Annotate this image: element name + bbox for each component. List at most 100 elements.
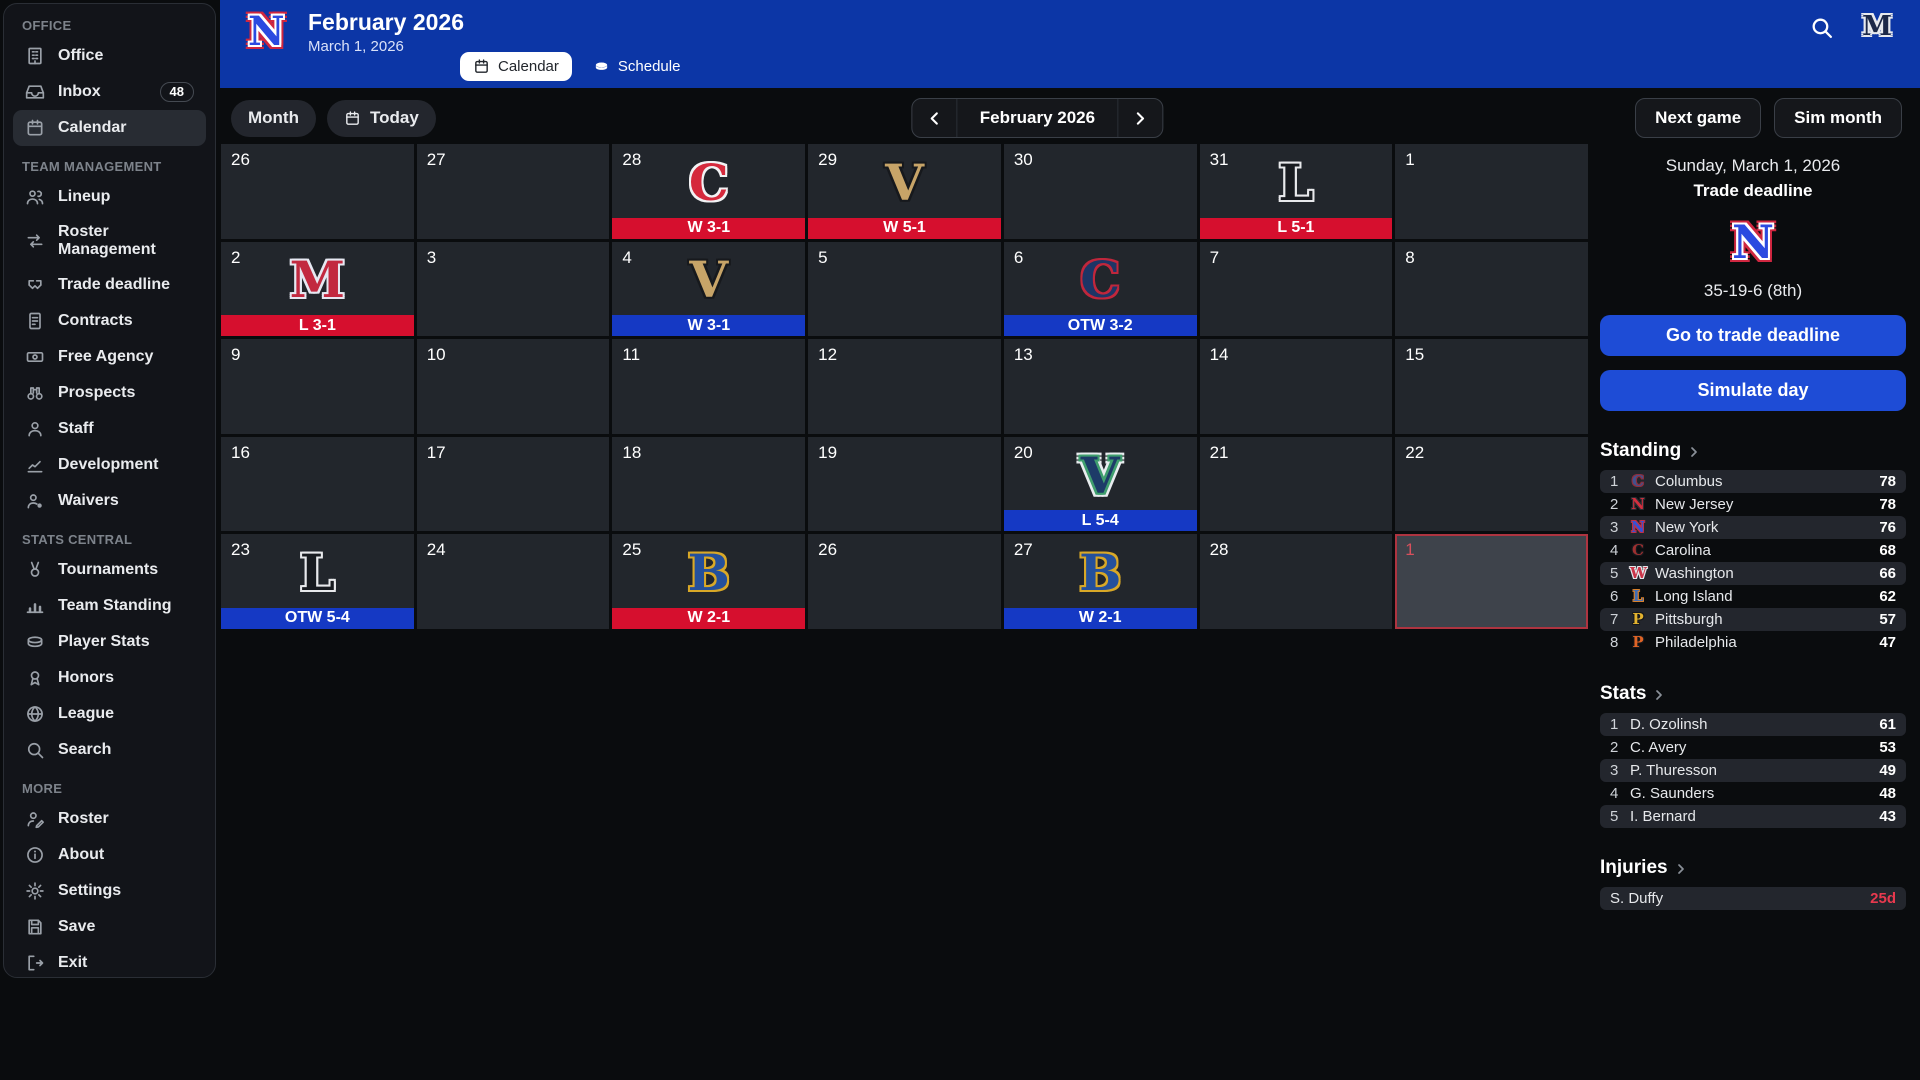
calendar-day-cell[interactable]: 26 [221, 144, 414, 239]
standing-row[interactable]: 3 N New York 76 [1600, 516, 1906, 539]
sidebar-item-player-stats[interactable]: Player Stats [13, 624, 206, 660]
calendar-day-cell[interactable]: 22 [1395, 436, 1588, 532]
sidebar-item-search[interactable]: Search [13, 732, 206, 768]
calendar-day-cell[interactable]: 17 [416, 436, 610, 532]
standing-row[interactable]: 2 N New Jersey 78 [1600, 493, 1906, 516]
sim-month-button[interactable]: Sim month [1774, 98, 1902, 138]
stat-row[interactable]: 1 D. Ozolinsh 61 [1600, 713, 1906, 736]
calendar-day-cell[interactable]: 31 L L 5-1 [1199, 144, 1393, 239]
sidebar-item-calendar[interactable]: Calendar [13, 110, 206, 146]
sidebar-item-tournaments[interactable]: Tournaments [13, 552, 206, 588]
calendar-day-cell[interactable]: 20 V L 5-4 [1003, 436, 1197, 532]
calendar-day-cell[interactable]: 13 [1003, 339, 1197, 434]
calendar-day-cell[interactable]: 23 L OTW 5-4 [221, 534, 414, 629]
search-icon[interactable] [1809, 15, 1834, 40]
sidebar-item-roster[interactable]: Roster [13, 801, 206, 837]
opponent-logo: M [221, 246, 414, 316]
standing-row[interactable]: 4 C Carolina 68 [1600, 539, 1906, 562]
sidebar-item-office[interactable]: Office [13, 38, 206, 74]
calendar-day-cell[interactable]: 19 [808, 436, 1001, 532]
sidebar-item-exit[interactable]: Exit [13, 945, 206, 977]
month-view-button[interactable]: Month [231, 99, 316, 137]
standing-row[interactable]: 7 P Pittsburgh 57 [1600, 608, 1906, 631]
today-button[interactable]: Today [326, 99, 436, 137]
next-month-button[interactable] [1117, 99, 1162, 137]
calendar-day-cell[interactable]: 12 [808, 339, 1001, 434]
calendar-day-cell[interactable]: 9 [221, 339, 414, 434]
calendar-day-cell[interactable]: 21 [1199, 436, 1393, 532]
sidebar-item-contracts[interactable]: Contracts [13, 303, 206, 339]
calendar-day-cell[interactable]: 4 V W 3-1 [612, 241, 806, 337]
calendar-day-cell[interactable]: 28 [1199, 534, 1393, 629]
sidebar-item-inbox[interactable]: Inbox 48 [13, 74, 206, 110]
previous-month-button[interactable] [913, 99, 958, 137]
swap-arrows-icon [25, 231, 45, 251]
calendar-day-cell[interactable]: 16 [221, 436, 414, 532]
calendar-day-cell[interactable]: 3 [416, 241, 610, 337]
calendar-day-cell[interactable]: 26 [808, 534, 1001, 629]
standing-row[interactable]: 6 L Long Island 62 [1600, 585, 1906, 608]
calendar-day-cell[interactable]: 14 [1199, 339, 1393, 434]
tab-label: Calendar [498, 58, 559, 75]
standing-row[interactable]: 5 W Washington 66 [1600, 562, 1906, 585]
sidebar-item-trade-deadline[interactable]: Trade deadline [13, 267, 206, 303]
league-logo[interactable]: M [1862, 11, 1892, 42]
sidebar-item-team-standing[interactable]: Team Standing [13, 588, 206, 624]
stat-row[interactable]: 2 C. Avery 53 [1600, 736, 1906, 759]
calendar-day-cell[interactable]: 5 [808, 241, 1001, 337]
calendar-day-cell[interactable]: 15 [1395, 339, 1588, 434]
team-mini-logo: N [1631, 518, 1645, 536]
sidebar-item-waivers[interactable]: Waivers [13, 483, 206, 519]
sidebar-item-free-agency[interactable]: Free Agency [13, 339, 206, 375]
sidebar-section: STATS CENTRAL Tournaments Team Standing Pla… [13, 532, 206, 768]
sidebar-item-label: Calendar [58, 119, 127, 136]
calendar-day-cell[interactable]: 6 C OTW 3-2 [1003, 241, 1197, 337]
stat-row[interactable]: 5 I. Bernard 43 [1600, 805, 1906, 828]
sidebar-item-staff[interactable]: Staff [13, 411, 206, 447]
calendar-day-cell[interactable]: 11 [612, 339, 806, 434]
calendar-day-cell[interactable]: 2 M L 3-1 [221, 241, 414, 337]
calendar-day-cell[interactable]: 18 [612, 436, 806, 532]
standing-name: Carolina [1655, 542, 1711, 559]
calendar-day-cell[interactable]: 8 [1395, 241, 1588, 337]
calendar-day-cell[interactable]: 27 [416, 144, 610, 239]
tab-calendar[interactable]: Calendar [460, 52, 572, 81]
simulate-day-button[interactable]: Simulate day [1600, 370, 1906, 411]
calendar-day-cell[interactable]: 27 B W 2-1 [1003, 534, 1197, 629]
calendar-day-cell[interactable]: 7 [1199, 241, 1393, 337]
calendar-day-cell[interactable]: 28 C W 3-1 [612, 144, 806, 239]
rank: 8 [1610, 634, 1619, 651]
next-game-button[interactable]: Next game [1635, 98, 1762, 138]
sidebar-item-prospects[interactable]: Prospects [13, 375, 206, 411]
game-result-bar: OTW 5-4 [221, 607, 414, 629]
calendar-day-cell[interactable]: 29 V W 5-1 [808, 144, 1001, 239]
calendar-day-cell[interactable]: 25 B W 2-1 [612, 534, 806, 629]
stats-section-header[interactable]: Stats [1600, 683, 1906, 705]
stat-row[interactable]: 3 P. Thuresson 49 [1600, 759, 1906, 782]
stat-row[interactable]: 4 G. Saunders 48 [1600, 782, 1906, 805]
sidebar-item-settings[interactable]: Settings [13, 873, 206, 909]
calendar-day-cell[interactable]: 1 [1395, 534, 1588, 629]
stats-title: Stats [1600, 683, 1647, 704]
calendar-day-cell[interactable]: 24 [416, 534, 610, 629]
calendar-day-cell[interactable]: 10 [416, 339, 610, 434]
tab-schedule[interactable]: Schedule [580, 52, 694, 81]
sidebar-item-development[interactable]: Development [13, 447, 206, 483]
injuries-section-header[interactable]: Injuries [1600, 857, 1906, 879]
sidebar-item-about[interactable]: About [13, 837, 206, 873]
calendar-day-cell[interactable]: 1 [1395, 144, 1588, 239]
day-number: 1 [1405, 150, 1415, 169]
goto-trade-deadline-button[interactable]: Go to trade deadline [1600, 315, 1906, 356]
calendar-day-cell[interactable]: 30 [1003, 144, 1197, 239]
sidebar-item-lineup[interactable]: Lineup [13, 179, 206, 215]
sidebar-item-league[interactable]: League [13, 696, 206, 732]
sidebar-item-roster-management[interactable]: Roster Management [13, 215, 206, 267]
rank: 2 [1610, 496, 1619, 513]
sidebar-item-save[interactable]: Save [13, 909, 206, 945]
injury-row[interactable]: S. Duffy 25d [1600, 887, 1906, 910]
standing-row[interactable]: 1 C Columbus 78 [1600, 470, 1906, 493]
standing-section-header[interactable]: Standing [1600, 440, 1906, 462]
rank: 5 [1610, 808, 1619, 825]
standing-row[interactable]: 8 P Philadelphia 47 [1600, 631, 1906, 654]
sidebar-item-honors[interactable]: Honors [13, 660, 206, 696]
